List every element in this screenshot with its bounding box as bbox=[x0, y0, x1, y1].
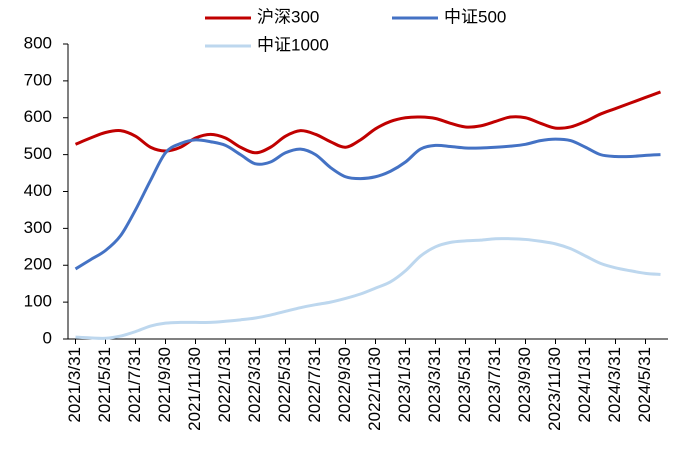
x-tick-label: 2022/9/30 bbox=[335, 347, 354, 423]
x-tick-label: 2021/5/31 bbox=[95, 347, 114, 423]
y-tick-label: 800 bbox=[24, 33, 52, 52]
x-tick-label: 2023/1/31 bbox=[395, 347, 414, 423]
legend-label: 中证500 bbox=[444, 7, 506, 26]
x-tick-label: 2022/7/31 bbox=[305, 347, 324, 423]
x-tick-label: 2023/7/31 bbox=[485, 347, 504, 423]
series-line bbox=[74, 90, 662, 155]
legend-label: 中证1000 bbox=[257, 35, 329, 54]
y-tick-label: 200 bbox=[24, 255, 52, 274]
x-tick-label: 2023/11/30 bbox=[545, 347, 564, 431]
x-tick-label: 2024/1/31 bbox=[575, 347, 594, 423]
x-tick-label: 2023/5/31 bbox=[455, 347, 474, 423]
x-tick-label: 2024/3/31 bbox=[605, 347, 624, 423]
x-tick-label: 2021/3/31 bbox=[65, 347, 84, 423]
x-tick-label: 2023/9/30 bbox=[515, 347, 534, 423]
y-tick-label: 500 bbox=[24, 144, 52, 163]
y-tick-label: 0 bbox=[43, 328, 52, 347]
series-line bbox=[75, 237, 661, 340]
x-tick-label: 2021/9/30 bbox=[155, 347, 174, 423]
x-tick-label: 2023/3/31 bbox=[425, 347, 444, 423]
x-tick-label: 2022/1/31 bbox=[215, 347, 234, 423]
y-tick-label: 700 bbox=[24, 70, 52, 89]
legend-label: 沪深300 bbox=[257, 7, 319, 26]
x-tick-label: 2024/5/31 bbox=[635, 347, 654, 423]
x-tick-label: 2021/7/31 bbox=[125, 347, 144, 423]
y-tick-label: 100 bbox=[24, 292, 52, 311]
x-tick-label: 2021/11/30 bbox=[185, 347, 204, 431]
y-tick-label: 600 bbox=[24, 107, 52, 126]
series-line bbox=[74, 137, 661, 271]
x-tick-label: 2022/11/30 bbox=[365, 347, 384, 431]
x-tick-label: 2022/3/31 bbox=[245, 347, 264, 423]
x-tick-label: 2022/5/31 bbox=[275, 347, 294, 423]
y-tick-label: 300 bbox=[24, 218, 52, 237]
y-tick-label: 400 bbox=[24, 181, 52, 200]
